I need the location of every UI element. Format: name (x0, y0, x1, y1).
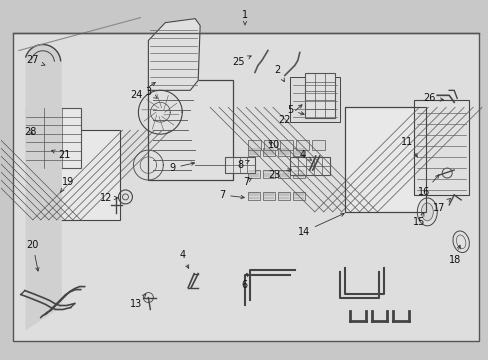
Text: 11: 11 (401, 137, 416, 157)
Bar (289, 77, 339, 122)
Bar (277, 170, 289, 178)
Bar (311, 140, 324, 150)
Bar (26, 108, 81, 168)
Bar (263, 192, 274, 200)
Polygon shape (148, 19, 200, 90)
Text: 2: 2 (274, 66, 284, 82)
Text: 18: 18 (448, 245, 460, 265)
Text: 8: 8 (237, 160, 249, 170)
Text: 9: 9 (169, 162, 194, 173)
Bar (224, 157, 254, 173)
Text: 3: 3 (145, 87, 157, 98)
Bar (292, 148, 304, 156)
Text: 17: 17 (432, 198, 449, 213)
Text: 5: 5 (286, 105, 304, 115)
Text: 26: 26 (422, 93, 443, 103)
Bar (277, 148, 289, 156)
Ellipse shape (29, 130, 49, 146)
Ellipse shape (416, 198, 436, 226)
Bar (289, 157, 329, 175)
Bar (53, 130, 120, 220)
Bar (279, 140, 292, 150)
Text: 20: 20 (26, 240, 39, 271)
Text: 15: 15 (412, 213, 425, 227)
Bar (413, 100, 468, 195)
Bar (344, 107, 426, 212)
Bar (148, 80, 233, 180)
Bar (292, 192, 304, 200)
Bar (344, 107, 426, 212)
Text: 27: 27 (26, 55, 45, 66)
Bar (264, 140, 276, 150)
Text: 16: 16 (417, 175, 438, 197)
Text: 10: 10 (267, 140, 280, 150)
Text: 6: 6 (241, 273, 247, 289)
Text: 13: 13 (130, 294, 146, 309)
Bar (277, 192, 289, 200)
Bar (13, 32, 478, 341)
Text: 23: 23 (268, 169, 291, 180)
Bar (295, 140, 308, 150)
Text: 25: 25 (231, 56, 251, 67)
Bar (304, 73, 334, 118)
Bar (292, 170, 304, 178)
Text: 21: 21 (52, 150, 71, 160)
Text: 7: 7 (219, 190, 244, 200)
Text: 14: 14 (297, 213, 344, 237)
Text: 12: 12 (100, 193, 118, 203)
Bar (247, 148, 260, 156)
Ellipse shape (421, 203, 432, 221)
Bar (263, 170, 274, 178)
Text: 24: 24 (130, 82, 155, 100)
Text: 4: 4 (299, 150, 311, 160)
Bar (263, 148, 274, 156)
Bar (247, 192, 260, 200)
Text: 7: 7 (243, 177, 251, 187)
Text: 1: 1 (242, 10, 247, 25)
Bar (247, 140, 261, 150)
Ellipse shape (452, 231, 468, 253)
Text: 19: 19 (61, 177, 74, 192)
Text: 22: 22 (278, 105, 302, 125)
Text: 28: 28 (24, 127, 37, 137)
Bar (247, 170, 260, 178)
Text: 4: 4 (179, 250, 188, 268)
